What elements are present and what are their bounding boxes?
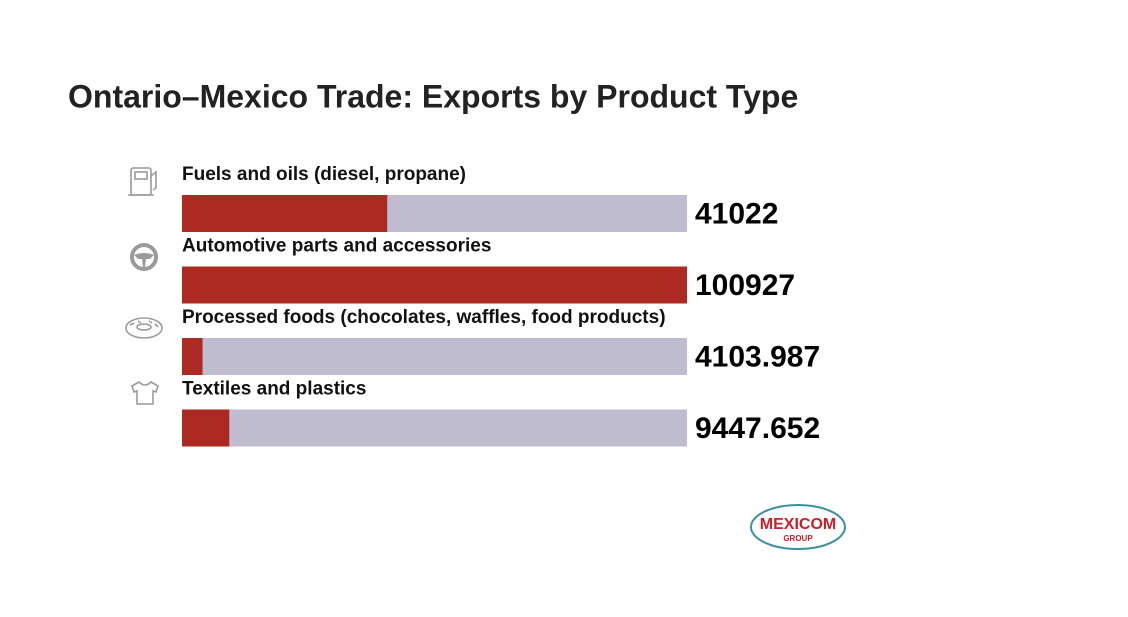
category-label: Automotive parts and accessories (182, 236, 491, 257)
category-label: Textiles and plastics (182, 379, 366, 400)
bar (182, 338, 203, 375)
shirt-icon (131, 381, 159, 405)
wheel-icon (130, 243, 158, 271)
bar-track (182, 338, 687, 375)
value-label: 41022 (695, 197, 778, 230)
value-label: 4103.987 (695, 340, 820, 373)
chart-title: Ontario–Mexico Trade: Exports by Product… (68, 78, 798, 114)
value-label: 100927 (695, 269, 795, 302)
fuel-icon (128, 167, 157, 196)
logo: MEXICOM GROUP (750, 504, 846, 550)
bar (182, 195, 388, 232)
icons (125, 167, 163, 405)
category-label: Fuels and oils (diesel, propane) (182, 164, 466, 185)
bar (182, 409, 230, 447)
value-label: 9447.652 (695, 412, 820, 445)
category-label: Processed foods (chocolates, waffles, fo… (182, 307, 666, 328)
logo-ring (750, 504, 846, 550)
logo-subtitle: GROUP (783, 534, 813, 543)
bar (182, 266, 687, 304)
bar-track (182, 409, 687, 447)
logo-name: MEXICOM (760, 516, 836, 533)
food-icon (125, 317, 163, 339)
